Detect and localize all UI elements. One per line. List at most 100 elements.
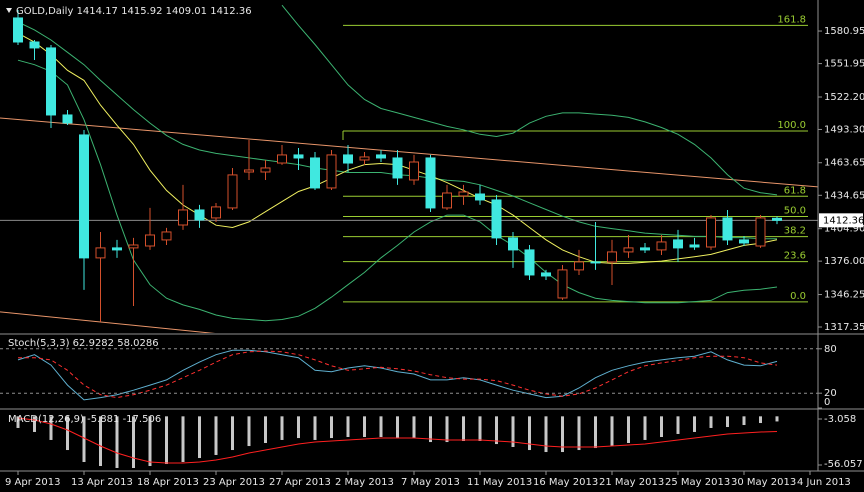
macd-bar — [660, 416, 663, 438]
macd-bar — [610, 416, 614, 447]
stoch-header: Stoch(5,3,3) 62.9282 58.0286 — [8, 338, 159, 349]
y-tick-label: 80 — [824, 344, 837, 355]
series-line — [17, 417, 778, 464]
macd-bar — [693, 416, 696, 432]
candle-body — [13, 17, 23, 43]
x-tick-label: 30 May 2013 — [731, 477, 796, 488]
y-tick-label: 1463.65 — [824, 158, 864, 169]
macd-bar — [429, 416, 432, 443]
macd-bar — [49, 416, 53, 440]
price-header: GOLD,Daily 1414.17 1415.92 1409.01 1412.… — [16, 6, 252, 17]
candle-body — [211, 206, 221, 219]
candle-body — [145, 234, 155, 247]
y-tick-label: 1493.30 — [824, 124, 864, 135]
x-tick-label: 4 Jun 2013 — [797, 477, 851, 488]
candle-body — [46, 47, 56, 116]
fibo-label: 50.0 — [784, 205, 806, 216]
macd-bar — [478, 416, 482, 441]
header-open: 1414.17 — [77, 6, 118, 17]
macd-bar — [181, 416, 185, 463]
macd-bar — [115, 416, 119, 469]
candle-body — [161, 231, 172, 241]
candle-body — [194, 209, 205, 221]
y-tick-label: 1580.95 — [824, 26, 864, 37]
macd-bar — [297, 416, 300, 439]
macd-bar — [412, 416, 416, 439]
macd-bar — [627, 416, 630, 443]
y-tick-label: -56.057 — [824, 459, 863, 470]
series-line — [281, 4, 778, 196]
candle-body — [425, 157, 436, 209]
candle-body — [343, 154, 353, 164]
macd-bar — [33, 416, 36, 432]
candle-body — [574, 261, 584, 271]
macd-bar — [594, 416, 597, 449]
candle-body — [673, 239, 683, 249]
macd-bar — [643, 416, 647, 440]
trendline — [0, 117, 818, 188]
candle-body — [689, 244, 700, 248]
x-tick-label: 25 May 2013 — [665, 477, 730, 488]
candle-body — [277, 154, 287, 164]
x-tick-label: 11 May 2013 — [467, 477, 532, 488]
candle-body — [739, 239, 749, 244]
candle-body — [79, 134, 89, 259]
candle-body — [722, 217, 733, 241]
y-tick-label: 1376.00 — [824, 256, 864, 267]
candle-body — [326, 154, 337, 189]
candle-body — [590, 261, 601, 264]
macd-bar — [759, 416, 762, 424]
candle-body — [623, 247, 634, 253]
header-high: 1415.92 — [121, 6, 162, 17]
candle-body — [359, 156, 370, 161]
series-line — [18, 350, 778, 399]
candle-body — [409, 161, 419, 181]
x-tick-label: 16 May 2013 — [533, 477, 598, 488]
candle-body — [475, 193, 485, 201]
macd-bar — [363, 416, 366, 438]
macd-bar — [445, 416, 449, 443]
fibo-label: 161.8 — [777, 14, 806, 25]
y-tick-label: 1346.25 — [824, 290, 864, 301]
y-tick-label: 1404.90 — [824, 224, 864, 235]
candle-body — [508, 237, 518, 251]
macd-bar — [346, 416, 350, 438]
x-tick-label: 13 Apr 2013 — [71, 477, 133, 488]
macd-bar — [214, 416, 218, 455]
macd-bar — [396, 416, 399, 439]
macd-header: MACD(12,26,9) -5.881 -17.506 — [8, 414, 161, 425]
stoch-plot — [17, 349, 778, 401]
macd-bar — [561, 416, 564, 453]
macd-bar — [280, 416, 284, 440]
macd-bar — [330, 416, 333, 439]
candle-body — [227, 174, 238, 209]
macd-bar — [66, 416, 69, 451]
x-tick-label: 18 Apr 2013 — [137, 477, 199, 488]
candle-body — [392, 157, 403, 179]
x-tick-label: 21 May 2013 — [599, 477, 664, 488]
candle-body — [128, 244, 139, 249]
candle-body — [112, 247, 122, 251]
candle-body — [29, 41, 40, 49]
y-tick-label: -3.058 — [824, 414, 856, 425]
y-tick-label: 1522.20 — [824, 92, 864, 103]
macd-bar — [264, 416, 267, 443]
candle-body — [260, 167, 271, 173]
menu-arrow — [6, 8, 12, 13]
symbol-title: GOLD,Daily — [16, 6, 73, 17]
current-price-label: 1412.36 — [823, 215, 864, 226]
x-tick-label: 2 May 2013 — [335, 477, 394, 488]
y-tick-label: 1434.65 — [824, 190, 864, 201]
macd-bar — [247, 416, 251, 447]
candle-body — [607, 251, 617, 263]
macd-bar — [676, 416, 680, 434]
macd-bar — [528, 416, 531, 451]
x-tick-label: 27 Apr 2013 — [269, 477, 331, 488]
macd-bar — [198, 416, 201, 459]
macd-bar — [511, 416, 515, 447]
macd-bar — [742, 416, 746, 426]
macd-plot — [16, 416, 779, 469]
macd-bar — [313, 416, 317, 440]
